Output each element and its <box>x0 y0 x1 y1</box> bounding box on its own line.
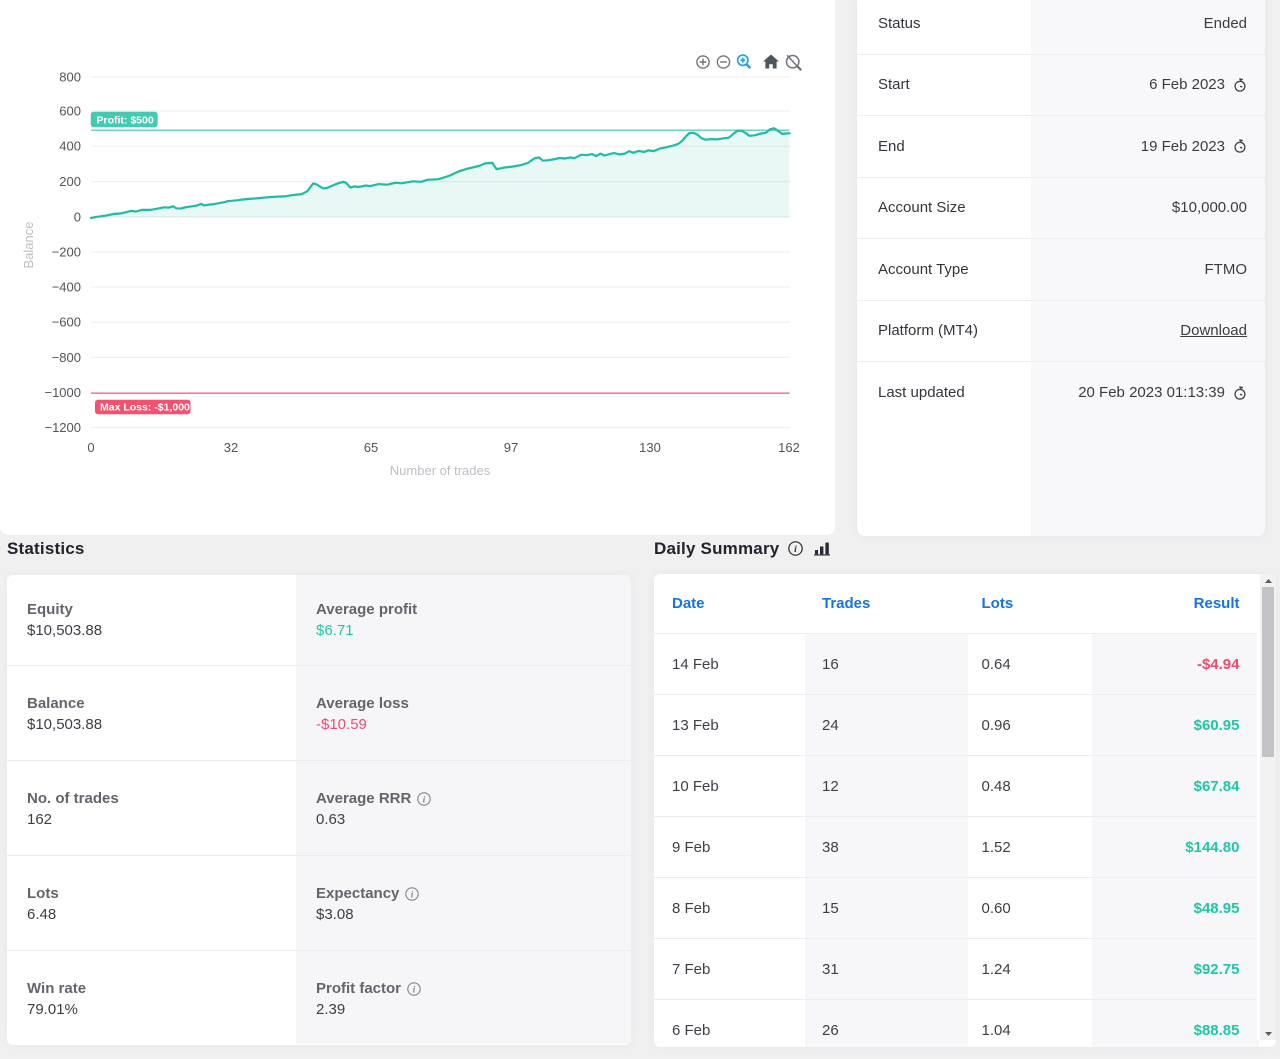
svg-text:i: i <box>423 794 426 804</box>
svg-text:800: 800 <box>59 70 81 85</box>
svg-text:130: 130 <box>639 440 661 455</box>
svg-text:i: i <box>794 545 797 555</box>
svg-text:Max Loss: -$1,000: Max Loss: -$1,000 <box>100 402 190 414</box>
svg-text:200: 200 <box>59 174 81 189</box>
svg-text:162: 162 <box>778 440 800 455</box>
svg-text:Balance: Balance <box>21 222 36 269</box>
svg-text:−600: −600 <box>52 315 81 330</box>
svg-text:0: 0 <box>74 209 81 224</box>
svg-text:600: 600 <box>59 104 81 119</box>
svg-text:−1200: −1200 <box>44 420 81 435</box>
svg-text:−800: −800 <box>52 350 81 365</box>
svg-text:32: 32 <box>224 440 238 455</box>
svg-text:Profit: $500: Profit: $500 <box>97 114 154 126</box>
svg-text:97: 97 <box>504 440 518 455</box>
svg-text:−200: −200 <box>52 244 81 259</box>
svg-text:−400: −400 <box>52 280 81 295</box>
svg-text:0: 0 <box>87 440 94 455</box>
svg-text:−1000: −1000 <box>44 385 81 400</box>
svg-text:65: 65 <box>364 440 378 455</box>
svg-text:i: i <box>413 984 416 994</box>
svg-text:Number of trades: Number of trades <box>390 463 491 478</box>
svg-text:i: i <box>411 889 414 899</box>
svg-text:400: 400 <box>59 139 81 154</box>
